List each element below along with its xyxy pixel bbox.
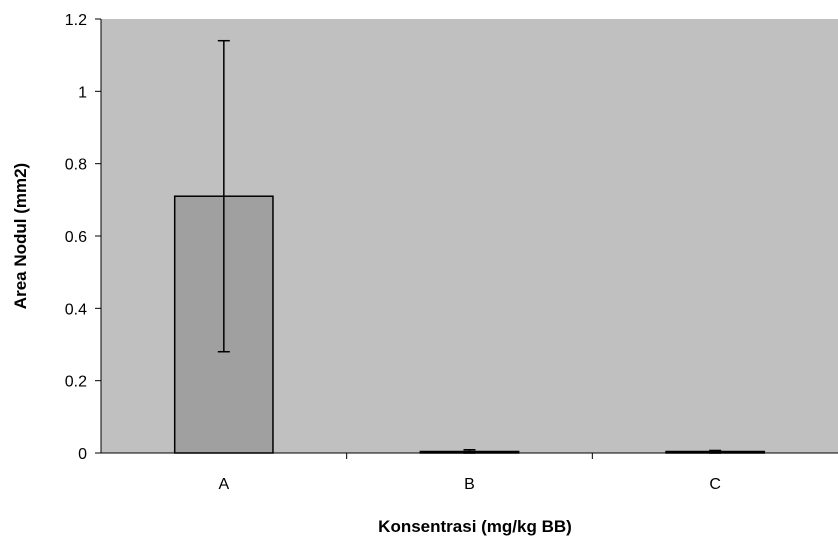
y-tick-label: 0.8	[65, 157, 87, 174]
x-tick-label: A	[218, 476, 229, 493]
y-tick-label: 1	[78, 84, 87, 101]
x-tick-label: B	[464, 476, 475, 493]
x-axis-ticks: A B C	[218, 453, 721, 493]
y-tick-label: 0	[78, 446, 87, 463]
y-tick-label: 0.2	[65, 374, 87, 391]
error-bar-A	[217, 39, 230, 353]
y-tick-label: 0.4	[65, 301, 87, 318]
y-axis-ticks: 0 0.2 0.4 0.6 0.8 1 1.2	[65, 12, 101, 463]
y-tick-label: 0.6	[65, 229, 87, 246]
x-tick-label: C	[709, 476, 721, 493]
x-axis-title: Konsentrasi (mg/kg BB)	[378, 517, 572, 536]
y-tick-label: 1.2	[65, 12, 87, 29]
y-axis-title: Area Nodul (mm2)	[11, 163, 30, 309]
